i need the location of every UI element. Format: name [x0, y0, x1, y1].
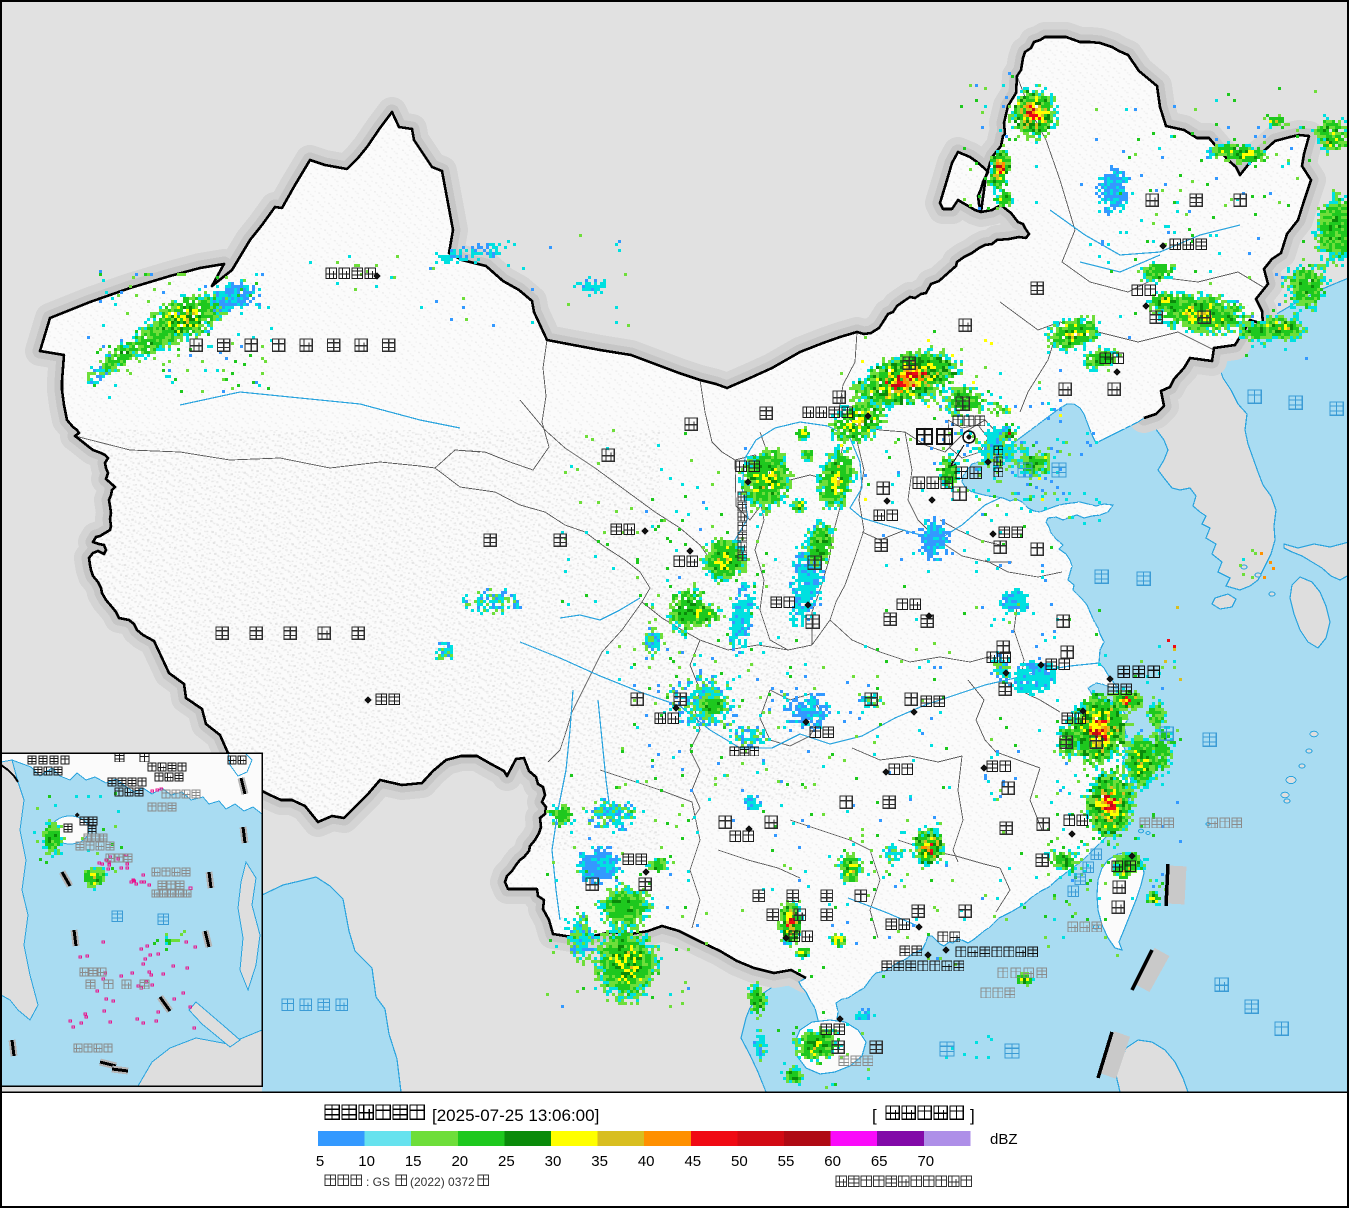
svg-text:45: 45 — [684, 1153, 701, 1170]
svg-text:[2025-07-25 13:06:00]: [2025-07-25 13:06:00] — [432, 1106, 599, 1125]
svg-text:20: 20 — [451, 1153, 468, 1170]
svg-text:10: 10 — [358, 1153, 375, 1170]
svg-text:5: 5 — [316, 1153, 324, 1170]
svg-text:]: ] — [970, 1106, 975, 1125]
svg-text:dBZ: dBZ — [990, 1131, 1018, 1148]
svg-text:35: 35 — [591, 1153, 608, 1170]
svg-text:65: 65 — [871, 1153, 888, 1170]
svg-text:[: [ — [872, 1106, 877, 1125]
svg-text:70: 70 — [917, 1153, 934, 1170]
svg-text:25: 25 — [498, 1153, 515, 1170]
svg-text:: GS: : GS — [366, 1175, 390, 1189]
svg-text:30: 30 — [545, 1153, 562, 1170]
svg-text:15: 15 — [405, 1153, 422, 1170]
svg-text:40: 40 — [638, 1153, 655, 1170]
svg-text:55: 55 — [778, 1153, 795, 1170]
svg-text:50: 50 — [731, 1153, 748, 1170]
svg-text:60: 60 — [824, 1153, 841, 1170]
svg-text:(2022) 0372: (2022) 0372 — [410, 1175, 475, 1189]
